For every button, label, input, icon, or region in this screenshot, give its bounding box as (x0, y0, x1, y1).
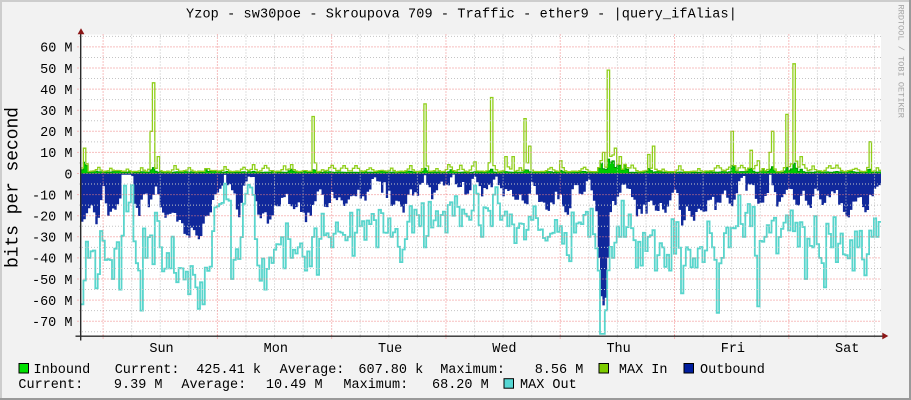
svg-text:Yzop - sw30poe - Skroupova 709: Yzop - sw30poe - Skroupova 709 - Traffic… (186, 7, 737, 22)
svg-text:Wed: Wed (492, 342, 516, 357)
svg-text:-60 M: -60 M (32, 295, 73, 310)
svg-text:8.56 M: 8.56 M (535, 363, 584, 378)
svg-text:MAX In: MAX In (619, 363, 668, 378)
svg-text:-20 M: -20 M (32, 211, 73, 226)
svg-text:Maximum:: Maximum: (343, 378, 408, 393)
svg-text:60 M: 60 M (40, 42, 72, 57)
svg-text:-30 M: -30 M (32, 232, 73, 247)
svg-text:68.20 M: 68.20 M (432, 378, 489, 393)
svg-text:10.49 M: 10.49 M (266, 378, 323, 393)
svg-text:Current:: Current: (18, 378, 83, 393)
svg-text:-50 M: -50 M (32, 274, 73, 289)
svg-text:40 M: 40 M (40, 84, 72, 99)
svg-text:Thu: Thu (606, 342, 630, 357)
svg-text:Maximum:: Maximum: (440, 363, 505, 378)
svg-text:bits per second: bits per second (4, 107, 24, 268)
svg-text:425.41 k: 425.41 k (196, 363, 261, 378)
svg-text:30 M: 30 M (40, 105, 72, 120)
svg-text:RRDTOOL / TOBI OETIKER: RRDTOOL / TOBI OETIKER (896, 5, 906, 118)
svg-text:50 M: 50 M (40, 63, 72, 78)
svg-text:Sat: Sat (835, 342, 859, 357)
svg-text:Tue: Tue (378, 342, 402, 357)
svg-text:20 M: 20 M (40, 126, 72, 141)
svg-text:9.39 M: 9.39 M (114, 378, 163, 393)
svg-text:Current:: Current: (115, 363, 180, 378)
svg-text:Outbound: Outbound (700, 363, 765, 378)
svg-text:-70 M: -70 M (32, 316, 73, 331)
svg-text:Fri: Fri (721, 342, 745, 357)
svg-text:MAX Out: MAX Out (520, 378, 577, 393)
svg-text:607.80 k: 607.80 k (358, 363, 423, 378)
svg-text:-10 M: -10 M (32, 189, 73, 204)
svg-text:Average:: Average: (280, 363, 345, 378)
svg-text:0: 0 (64, 168, 72, 183)
svg-text:10 M: 10 M (40, 147, 72, 162)
svg-text:Inbound: Inbound (34, 363, 91, 378)
svg-text:Mon: Mon (264, 342, 288, 357)
svg-text:-40 M: -40 M (32, 253, 73, 268)
svg-text:Sun: Sun (149, 342, 173, 357)
svg-text:Average:: Average: (181, 378, 246, 393)
